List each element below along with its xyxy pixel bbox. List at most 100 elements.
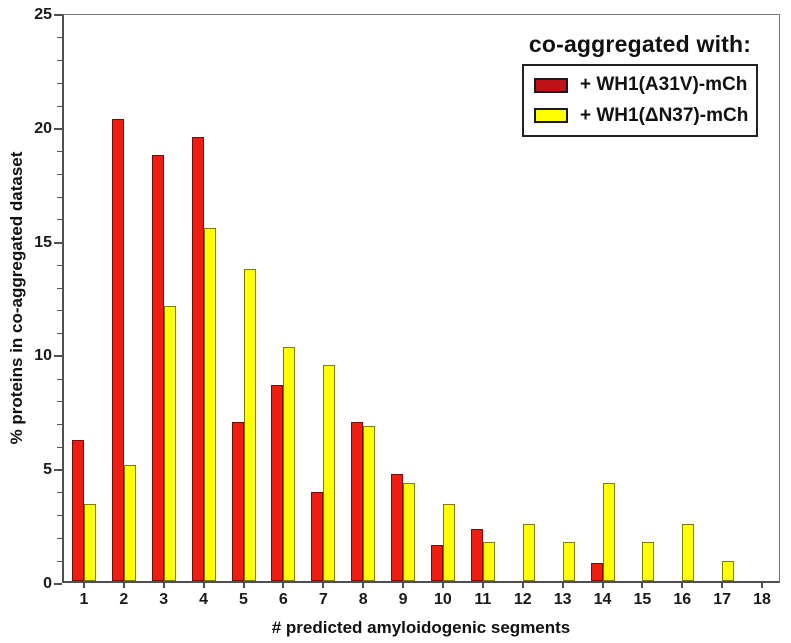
- bar-a31v-x5: [231, 421, 244, 581]
- x-tick-label-5: 5: [239, 591, 248, 608]
- bar-dn37-x15: [642, 542, 655, 581]
- legend-label-dn37: + WH1(ΔN37)-mCh: [580, 104, 749, 126]
- y-tick-5: [54, 469, 62, 472]
- x-tick-9: [402, 581, 405, 588]
- x-axis-title: # predicted amyloidogenic segments: [271, 618, 571, 637]
- y-tick-13: [57, 287, 62, 289]
- x-tick-11: [481, 581, 484, 588]
- bar-a31v-x7: [311, 492, 324, 581]
- bar-dn37-x16: [682, 524, 695, 581]
- y-tick-10: [54, 355, 62, 358]
- legend-label-a31v: + WH1(A31V)-mCh: [580, 74, 748, 96]
- bar-a31v-x3: [151, 155, 164, 581]
- bar-a31v-x4: [191, 137, 204, 581]
- bar-a31v-x14: [590, 562, 603, 581]
- legend-title: co-aggregated with:: [528, 31, 752, 57]
- x-tick-14: [601, 581, 604, 588]
- x-tick-label-9: 9: [398, 591, 408, 608]
- bar-dn37-x11: [482, 542, 495, 581]
- y-tick-4: [57, 492, 62, 494]
- y-tick-15: [54, 241, 62, 244]
- y-tick-label-0: 0: [43, 575, 52, 592]
- x-tick-label-18: 18: [753, 591, 771, 608]
- bar-dn37-x17: [722, 560, 735, 581]
- y-tick-6: [57, 446, 62, 448]
- y-tick-17: [57, 196, 62, 198]
- bar-a31v-x11: [470, 528, 483, 581]
- bar-dn37-x13: [562, 542, 575, 581]
- y-tick-label-15: 15: [34, 233, 52, 251]
- x-tick-17: [721, 581, 724, 588]
- y-tick-16: [57, 219, 62, 221]
- y-tick-label-10: 10: [34, 347, 52, 365]
- x-tick-label-17: 17: [713, 591, 732, 608]
- y-tick-2: [57, 537, 62, 539]
- y-tick-12: [57, 310, 62, 312]
- bar-dn37-x1: [83, 503, 96, 581]
- x-tick-label-1: 1: [79, 591, 89, 608]
- y-tick-label-5: 5: [43, 461, 52, 479]
- x-tick-label-10: 10: [434, 591, 452, 608]
- y-axis-title: % proteins in co-aggregated dataset: [7, 151, 26, 445]
- y-tick-18: [57, 173, 62, 175]
- x-tick-label-7: 7: [318, 591, 328, 608]
- y-tick-23: [57, 60, 62, 62]
- y-tick-1: [57, 560, 62, 562]
- y-tick-14: [57, 264, 62, 266]
- legend-swatch-yellow: [534, 108, 568, 124]
- x-tick-13: [561, 581, 564, 588]
- x-tick-label-15: 15: [633, 591, 652, 608]
- x-tick-label-12: 12: [513, 591, 532, 608]
- bar-dn37-x2: [123, 464, 136, 581]
- x-tick-label-4: 4: [199, 591, 209, 608]
- bar-dn37-x12: [522, 524, 535, 581]
- y-tick-24: [57, 37, 62, 39]
- x-tick-label-8: 8: [358, 591, 368, 608]
- bar-a31v-x9: [391, 474, 404, 581]
- x-tick-12: [521, 581, 524, 588]
- x-tick-4: [202, 581, 205, 588]
- x-tick-label-2: 2: [119, 591, 129, 608]
- legend: + WH1(A31V)-mCh + WH1(ΔN37)-mCh: [522, 64, 758, 137]
- x-tick-2: [122, 581, 125, 588]
- y-tick-label-20: 20: [34, 119, 52, 137]
- bar-dn37-x10: [442, 503, 455, 581]
- legend-item-a31v: + WH1(A31V)-mCh: [534, 74, 756, 96]
- x-tick-label-11: 11: [474, 591, 492, 608]
- bar-a31v-x6: [271, 385, 284, 581]
- x-tick-1: [82, 581, 85, 588]
- y-tick-0: [54, 583, 62, 585]
- x-tick-label-13: 13: [553, 591, 572, 608]
- bar-a31v-x2: [111, 118, 124, 581]
- x-tick-5: [242, 581, 245, 588]
- y-tick-21: [57, 105, 62, 107]
- y-tick-22: [57, 82, 62, 84]
- x-tick-10: [441, 581, 444, 588]
- y-tick-8: [57, 401, 62, 403]
- legend-item-dn37: + WH1(ΔN37)-mCh: [534, 105, 756, 127]
- bar-dn37-x5: [243, 269, 256, 581]
- bar-dn37-x8: [363, 426, 376, 581]
- x-tick-label-16: 16: [673, 591, 692, 608]
- bar-a31v-x1: [71, 439, 84, 581]
- x-tick-6: [282, 581, 285, 588]
- x-tick-label-14: 14: [593, 591, 612, 608]
- y-tick-7: [57, 424, 62, 426]
- bar-a31v-x10: [430, 544, 443, 581]
- legend-swatch-red: [534, 77, 568, 93]
- x-tick-7: [322, 581, 325, 588]
- bar-dn37-x6: [283, 346, 296, 581]
- bar-dn37-x14: [602, 483, 615, 581]
- x-tick-label-3: 3: [159, 591, 169, 608]
- y-tick-9: [57, 378, 62, 380]
- y-tick-label-25: 25: [34, 6, 52, 23]
- x-tick-15: [641, 581, 644, 588]
- x-tick-8: [362, 581, 365, 588]
- bar-dn37-x3: [163, 305, 176, 581]
- y-tick-25: [54, 14, 62, 16]
- y-tick-11: [57, 333, 62, 335]
- bar-dn37-x4: [203, 228, 216, 581]
- x-tick-18: [761, 581, 764, 588]
- bar-dn37-x7: [323, 364, 336, 581]
